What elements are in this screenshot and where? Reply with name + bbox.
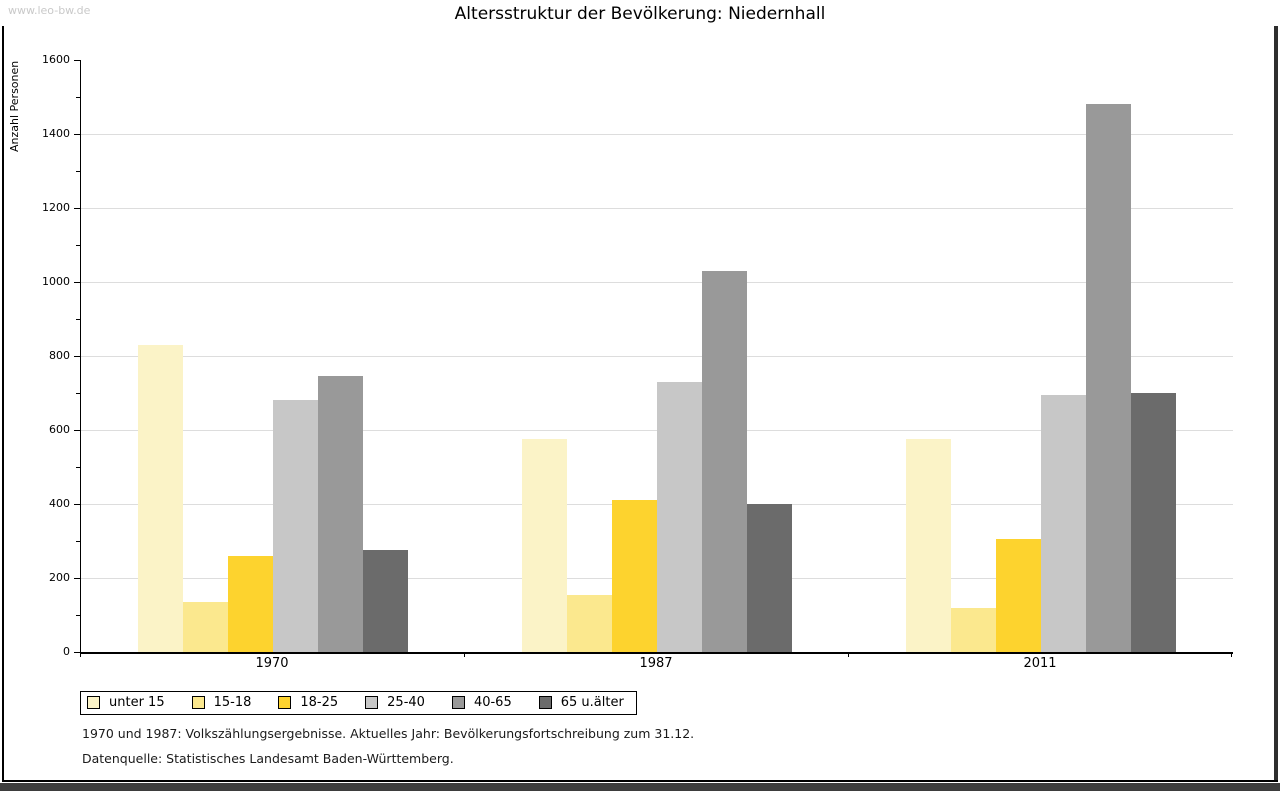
- bar-1970-25-40: [273, 400, 318, 652]
- bar-1970-40-65: [318, 376, 363, 652]
- y-tick-400: [74, 504, 80, 505]
- legend-item-40-65: 40-65: [451, 695, 512, 710]
- y-tick-label-1400: 1400: [42, 127, 70, 140]
- y-tick-label-1000: 1000: [42, 275, 70, 288]
- bar-1987-15-18: [567, 595, 612, 652]
- y-tick-label-400: 400: [49, 497, 70, 510]
- bar-1970-15-18: [183, 602, 228, 652]
- legend-swatch-unter 15: [87, 696, 100, 709]
- bar-1970-18-25: [228, 556, 273, 652]
- y-tick-label-600: 600: [49, 423, 70, 436]
- gridline-800: [81, 356, 1233, 357]
- gridline-1200: [81, 208, 1233, 209]
- bar-1987-unter 15: [522, 439, 567, 652]
- bar-1987-25-40: [657, 382, 702, 652]
- y-tick-1300: [76, 171, 80, 172]
- y-tick-300: [76, 541, 80, 542]
- y-tick-200: [74, 578, 80, 579]
- bar-2011-25-40: [1041, 395, 1086, 652]
- y-tick-600: [74, 430, 80, 431]
- legend-label-unter 15: unter 15: [109, 695, 165, 710]
- y-tick-1600: [74, 60, 80, 61]
- footnote-line-2: Datenquelle: Statistisches Landesamt Bad…: [82, 751, 454, 766]
- y-tick-0: [74, 652, 80, 653]
- y-tick-label-0: 0: [63, 645, 70, 658]
- y-tick-700: [76, 393, 80, 394]
- frame-border-left: [2, 26, 4, 782]
- legend-label-18-25: 18-25: [300, 695, 339, 710]
- footnote-line-1: 1970 und 1987: Volkszählungsergebnisse. …: [82, 726, 695, 741]
- legend-label-15-18: 15-18: [213, 695, 252, 710]
- legend-swatch-25-40: [365, 696, 379, 709]
- y-tick-label-1200: 1200: [42, 201, 70, 214]
- legend-item-18-25: 18-25: [278, 695, 338, 710]
- x-category-label-1987: 1987: [639, 656, 673, 671]
- x-tick-2: [848, 652, 849, 657]
- legend-item-unter 15: unter 15: [87, 695, 165, 710]
- watermark: www.leo-bw.de: [8, 4, 91, 17]
- plot-area: [80, 60, 1233, 654]
- y-tick-500: [76, 467, 80, 468]
- bar-2011-18-25: [996, 539, 1041, 652]
- legend-swatch-65 u.älter: [538, 696, 552, 709]
- bar-1970-unter 15: [138, 345, 183, 652]
- legend-label-65 u.älter: 65 u.älter: [560, 695, 624, 710]
- bar-2011-40-65: [1086, 104, 1131, 652]
- bar-2011-unter 15: [906, 439, 951, 652]
- legend: unter 15 15-18 18-25 25-40 40-65 65 u.älter: [80, 691, 637, 715]
- legend-item-15-18: 15-18: [191, 695, 252, 710]
- legend-swatch-18-25: [278, 696, 292, 709]
- frame-border-bottom: [2, 780, 1278, 782]
- gridline-1000: [81, 282, 1233, 283]
- chart-title: Altersstruktur der Bevölkerung: Niedernh…: [454, 4, 826, 24]
- frame-border-right: [1274, 26, 1278, 782]
- legend-swatch-40-65: [451, 696, 465, 709]
- bar-1970-65 u.älter: [363, 550, 408, 652]
- bar-1987-40-65: [702, 271, 747, 652]
- y-tick-1500: [76, 97, 80, 98]
- bar-2011-15-18: [951, 608, 996, 652]
- x-tick-0: [80, 652, 81, 657]
- x-tick-1: [464, 652, 465, 657]
- y-axis: 0 200 400 600 800 1000 1200 1400 1600: [0, 54, 80, 658]
- legend-label-25-40: 25-40: [387, 695, 425, 710]
- gridline-1400: [81, 134, 1233, 135]
- legend-label-40-65: 40-65: [473, 695, 512, 710]
- x-tick-3: [1231, 652, 1232, 657]
- bar-2011-65 u.älter: [1131, 393, 1176, 652]
- x-category-label-2011: 2011: [1023, 656, 1057, 671]
- window-edge-strip: [0, 783, 1280, 791]
- y-tick-label-200: 200: [49, 571, 70, 584]
- y-tick-1200: [74, 208, 80, 209]
- bar-1987-65 u.älter: [747, 504, 792, 652]
- y-tick-1100: [76, 245, 80, 246]
- y-tick-900: [76, 319, 80, 320]
- bar-1987-18-25: [612, 500, 657, 652]
- y-tick-label-1600: 1600: [42, 53, 70, 66]
- y-tick-100: [76, 615, 80, 616]
- x-axis: 1970 1987 2011: [80, 652, 1232, 678]
- y-tick-800: [74, 356, 80, 357]
- legend-item-25-40: 25-40: [365, 695, 425, 710]
- y-tick-1400: [74, 134, 80, 135]
- legend-item-65 u.älter: 65 u.älter: [538, 695, 624, 710]
- y-tick-1000: [74, 282, 80, 283]
- legend-swatch-15-18: [191, 696, 205, 709]
- x-category-label-1970: 1970: [255, 656, 289, 671]
- y-tick-label-800: 800: [49, 349, 70, 362]
